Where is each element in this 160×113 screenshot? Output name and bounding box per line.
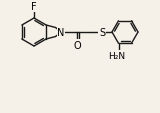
Text: N: N — [57, 28, 65, 38]
Text: O: O — [73, 41, 81, 51]
Text: F: F — [31, 2, 37, 12]
Text: S: S — [99, 28, 105, 38]
Text: H₂N: H₂N — [108, 51, 125, 60]
